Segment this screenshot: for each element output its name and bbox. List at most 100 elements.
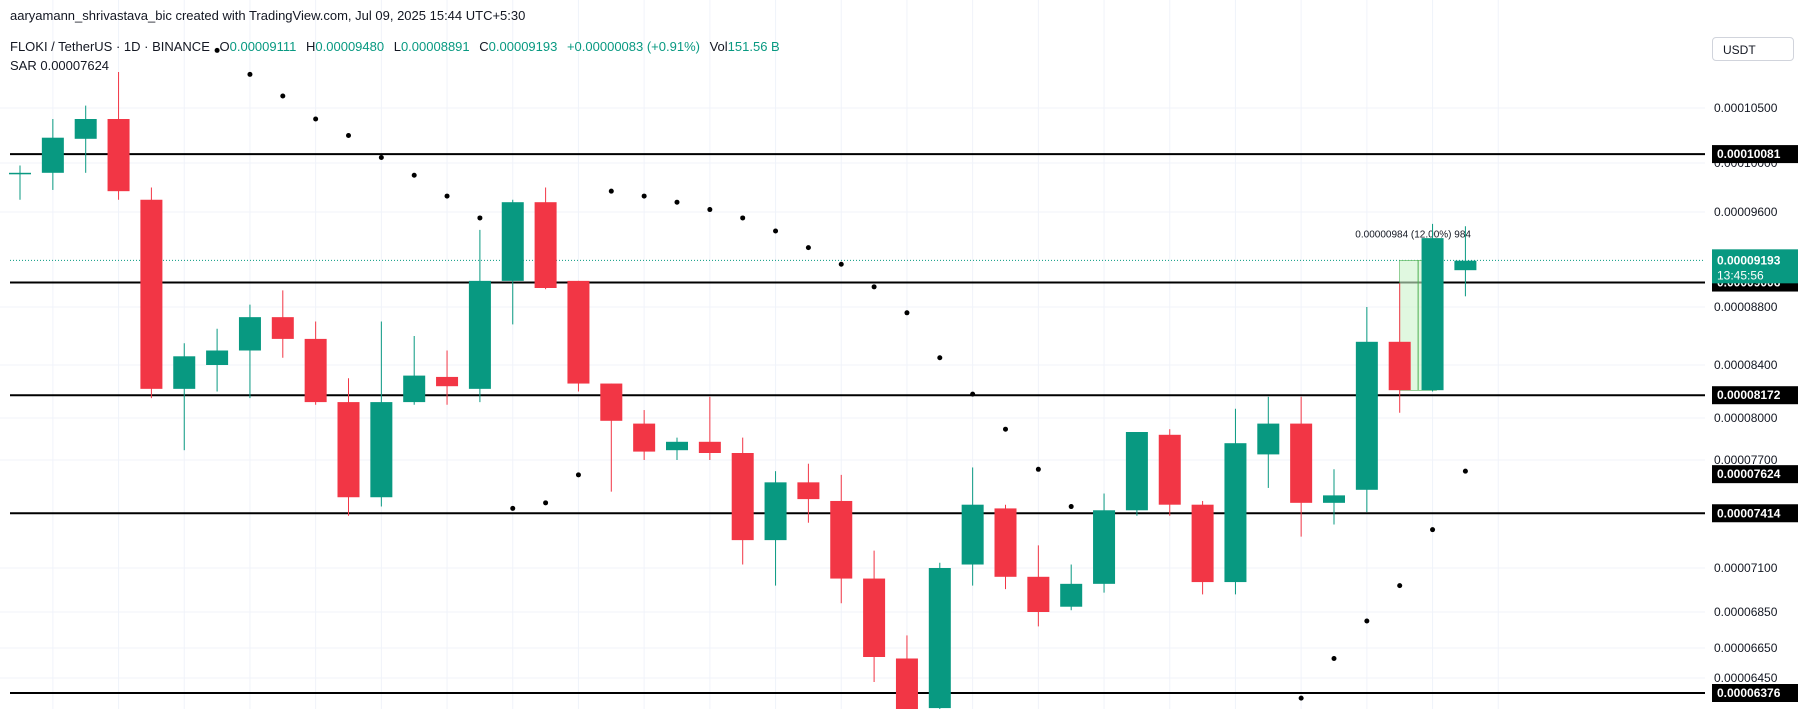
bearish-candle: [994, 508, 1017, 577]
open-value: 0.00009111: [229, 39, 297, 54]
bearish-candle: [797, 482, 820, 500]
sar-dot: [608, 188, 614, 194]
level-price-label: 0.00006376: [1717, 686, 1781, 700]
bearish-candle: [107, 119, 130, 192]
sar-dot: [1364, 618, 1370, 624]
bullish-candle: [961, 504, 984, 565]
sar-dot: [674, 199, 680, 205]
sar-dot: [543, 500, 549, 506]
sar-dot: [1397, 583, 1403, 589]
sar-dot: [641, 193, 647, 199]
bullish-candle: [206, 350, 229, 365]
low-label: L: [393, 39, 401, 54]
sar-dot: [1331, 656, 1337, 661]
level-price-label: 0.00007414: [1717, 506, 1781, 520]
symbol-label[interactable]: FLOKI / TetherUS · 1D · BINANCE: [10, 39, 210, 54]
bullish-candle: [1060, 583, 1083, 607]
price-tick-label: 0.00007100: [1714, 561, 1778, 575]
sar-dot: [937, 355, 943, 361]
volume-label: Vol: [709, 39, 728, 54]
measure-label: 0.00000984 (12.00%) 984: [1355, 229, 1471, 240]
candles: [9, 72, 1477, 709]
bearish-candle: [1191, 504, 1214, 583]
level-price-label: 0.00010081: [1717, 147, 1781, 161]
bearish-candle: [140, 199, 163, 389]
price-tick-label: 0.00008000: [1714, 411, 1778, 425]
bullish-candle: [74, 119, 97, 139]
level-price-badge: [1712, 386, 1798, 405]
change-value: +0.00000083 (+0.91%): [566, 39, 700, 54]
bullish-candle: [1224, 443, 1247, 583]
sar-dot: [805, 245, 811, 251]
low-value: 0.00008891: [400, 39, 470, 54]
level-price-badge: [1712, 504, 1798, 523]
bearish-candle: [1388, 341, 1411, 391]
bullish-candle: [1125, 432, 1148, 511]
bearish-candle: [337, 402, 360, 498]
bullish-candle: [501, 202, 524, 281]
open-label: O: [219, 39, 230, 54]
high-value: 0.00009480: [315, 39, 385, 54]
bullish-candle: [666, 441, 688, 451]
bullish-candle: [1355, 341, 1378, 490]
sar-dot: [773, 228, 779, 234]
sar-dot: [1035, 466, 1041, 472]
bullish-candle: [41, 137, 64, 173]
sar-value: 0.00007624: [40, 58, 110, 73]
level-price-badge: [1712, 684, 1798, 702]
sar-dot: [477, 215, 483, 221]
level-price-label: 0.00008172: [1717, 388, 1781, 402]
sar-dot: [904, 310, 910, 316]
bearish-candle: [304, 338, 327, 403]
sar-dot: [1430, 527, 1436, 533]
ohlc-legend: FLOKI / TetherUS · 1D · BINANCE O0.00009…: [10, 39, 780, 54]
sar-dot: [707, 207, 713, 213]
price-tick-label: 0.00006450: [1714, 671, 1778, 685]
bullish-candle: [9, 172, 31, 175]
bullish-candle: [1093, 510, 1116, 584]
sar-dot: [1068, 504, 1074, 510]
bullish-candle: [238, 317, 261, 351]
countdown-label: 13:45:56: [1717, 268, 1764, 282]
sar-dot: [1003, 426, 1008, 432]
bearish-candle: [1290, 423, 1313, 503]
price-tick-label: 0.00006850: [1714, 605, 1778, 619]
sar-dot: [970, 391, 976, 397]
bullish-candle: [403, 375, 426, 403]
price-tick-label: 0.00008800: [1714, 300, 1778, 314]
sar-dot: [214, 47, 220, 53]
bearish-candle: [1158, 434, 1181, 505]
sar-label: SAR: [10, 58, 37, 73]
sar-dot: [871, 284, 877, 290]
sar-price-badge: [1712, 465, 1798, 484]
price-tick-label: 0.00006650: [1714, 641, 1778, 655]
bearish-candle: [633, 423, 656, 452]
sar-dot: [575, 472, 581, 478]
volume-value: 151.56 B: [727, 39, 780, 54]
sar-dot: [1462, 468, 1468, 474]
bearish-candle: [436, 376, 459, 387]
sar-dot: [346, 133, 351, 138]
bearish-candle: [567, 280, 590, 384]
sar-legend[interactable]: SAR 0.00007624: [10, 58, 109, 73]
close-label: C: [479, 39, 489, 54]
bearish-candle: [731, 453, 754, 541]
price-tick-label: 0.00008400: [1714, 358, 1778, 372]
grid: [0, 0, 1705, 709]
bullish-candle: [468, 280, 491, 389]
price-tick-label: 0.00010500: [1714, 101, 1778, 115]
bullish-candle: [1257, 423, 1280, 455]
bullish-candle: [1323, 495, 1345, 503]
sar-dot: [411, 172, 417, 178]
bullish-candle: [173, 356, 196, 389]
price-tick-label: 0.00009600: [1714, 205, 1778, 219]
close-value: 0.00009193: [488, 39, 558, 54]
last-price-label: 0.00009193: [1717, 253, 1781, 267]
sar-dot: [510, 505, 516, 511]
high-label: H: [306, 39, 316, 54]
parabolic-sar-dots: [214, 47, 1468, 701]
bearish-candle: [1027, 576, 1050, 612]
currency-button[interactable]: USDT: [1712, 37, 1794, 61]
bearish-candle: [600, 383, 623, 421]
